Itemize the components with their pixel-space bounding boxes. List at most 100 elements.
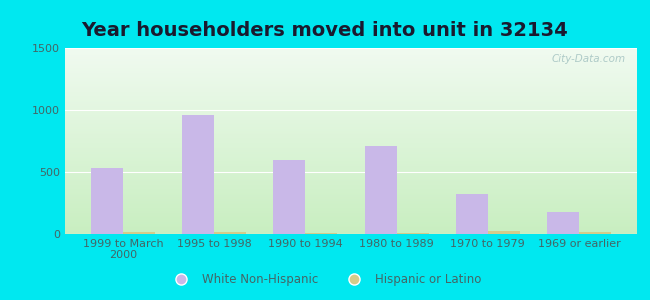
Bar	[65, 150, 637, 151]
Bar	[65, 54, 637, 55]
Bar	[65, 102, 637, 103]
Bar	[65, 117, 637, 118]
Bar	[65, 186, 637, 187]
Bar	[65, 94, 637, 95]
Bar	[65, 106, 637, 107]
Bar	[65, 217, 637, 218]
Bar	[65, 77, 637, 78]
Bar	[65, 52, 637, 53]
Bar	[65, 51, 637, 52]
Bar	[65, 203, 637, 204]
Bar	[65, 226, 637, 227]
Bar	[65, 103, 637, 104]
Bar	[65, 214, 637, 215]
Bar	[65, 215, 637, 216]
Bar	[65, 53, 637, 54]
Bar	[65, 50, 637, 51]
Bar	[65, 99, 637, 100]
Bar	[65, 120, 637, 121]
Bar	[65, 158, 637, 159]
Bar	[65, 111, 637, 112]
Bar	[65, 180, 637, 181]
Bar	[65, 197, 637, 198]
Bar	[65, 67, 637, 68]
Bar	[65, 89, 637, 90]
Bar	[214, 232, 246, 234]
Bar	[65, 210, 637, 211]
Bar	[65, 191, 637, 192]
Bar	[65, 173, 637, 175]
Bar	[91, 168, 123, 234]
Bar	[65, 169, 637, 170]
Bar	[65, 59, 637, 60]
Bar	[65, 204, 637, 205]
Bar	[65, 193, 637, 194]
Bar	[65, 229, 637, 230]
Bar	[274, 160, 305, 234]
Bar	[65, 83, 637, 84]
Bar	[65, 185, 637, 186]
Bar	[65, 160, 637, 161]
Bar	[65, 146, 637, 147]
Bar	[488, 230, 520, 234]
Bar	[65, 119, 637, 120]
Bar	[65, 160, 637, 161]
Bar	[65, 231, 637, 232]
Bar	[65, 155, 637, 156]
Bar	[65, 93, 637, 94]
Bar	[65, 116, 637, 117]
Bar	[65, 225, 637, 226]
Bar	[65, 112, 637, 113]
Bar	[65, 100, 637, 101]
Bar	[65, 202, 637, 203]
Bar	[65, 194, 637, 195]
Bar	[65, 71, 637, 72]
Bar	[65, 154, 637, 155]
Bar	[65, 167, 637, 168]
Bar	[65, 105, 637, 106]
Bar	[65, 202, 637, 203]
Bar	[65, 162, 637, 163]
Bar	[65, 63, 637, 64]
Bar	[65, 175, 637, 176]
Bar	[65, 127, 637, 128]
Bar	[65, 232, 637, 233]
Bar	[65, 80, 637, 82]
Bar	[65, 64, 637, 65]
Bar	[65, 176, 637, 177]
Bar	[65, 177, 637, 178]
Bar	[65, 70, 637, 71]
Bar	[65, 170, 637, 171]
Bar	[65, 159, 637, 160]
Bar	[396, 233, 428, 234]
Bar	[65, 124, 637, 125]
Bar	[65, 108, 637, 110]
Bar	[65, 192, 637, 193]
Bar	[65, 151, 637, 152]
Bar	[579, 232, 611, 234]
Bar	[65, 228, 637, 229]
Legend: White Non-Hispanic, Hispanic or Latino: White Non-Hispanic, Hispanic or Latino	[164, 269, 486, 291]
Bar	[65, 137, 637, 138]
Bar	[65, 55, 637, 56]
Bar	[65, 211, 637, 212]
Bar	[65, 82, 637, 83]
Bar	[65, 82, 637, 83]
Bar	[306, 233, 337, 234]
Bar	[65, 88, 637, 89]
Bar	[65, 48, 637, 49]
Bar	[65, 179, 637, 180]
Bar	[65, 208, 637, 209]
Bar	[65, 166, 637, 167]
Bar	[65, 163, 637, 164]
Bar	[65, 188, 637, 189]
Bar	[65, 153, 637, 154]
Bar	[65, 76, 637, 77]
Bar	[65, 79, 637, 80]
Bar	[65, 219, 637, 220]
Bar	[65, 149, 637, 150]
Bar	[65, 136, 637, 137]
Bar	[123, 232, 155, 234]
Bar	[65, 121, 637, 122]
Bar	[65, 97, 637, 98]
